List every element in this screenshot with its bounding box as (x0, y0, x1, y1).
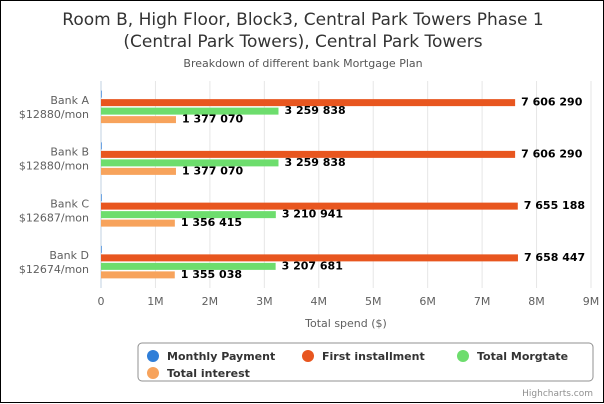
bar-value-label: 1 356 415 (181, 216, 242, 229)
bar[interactable] (101, 107, 279, 115)
bar-value-label: 3 210 941 (282, 208, 343, 221)
y-category-sub: $12687/mon (19, 211, 89, 224)
bar-value-label: 3 259 838 (284, 104, 345, 117)
chart-title-line-1: Room B, High Floor, Block3, Central Park… (62, 10, 543, 30)
grid-lines (100, 81, 592, 288)
x-tick-label: 7M (474, 295, 491, 308)
legend-box (137, 342, 594, 382)
x-tick-label: 9M (583, 295, 600, 308)
x-axis-title: Total spend ($) (304, 317, 387, 330)
y-category-sub: $12674/mon (19, 263, 89, 276)
y-category-name: Bank C (50, 197, 89, 210)
chart-subtitle: Breakdown of different bank Mortgage Pla… (183, 57, 422, 70)
bar[interactable] (101, 142, 102, 150)
y-category-sub: $12880/mon (19, 160, 89, 173)
bar-value-label: 3 207 681 (282, 259, 343, 272)
bar-value-label: 7 658 447 (524, 251, 585, 264)
x-tick-label: 1M (147, 295, 164, 308)
credit-link[interactable]: Highcharts.com (522, 389, 593, 399)
legend-item-label[interactable]: First installment (322, 350, 425, 363)
bar-value-label: 3 259 838 (284, 156, 345, 169)
bar-value-label: 1 377 070 (182, 164, 244, 177)
legend-marker[interactable] (147, 350, 159, 362)
bar[interactable] (101, 211, 276, 219)
bar[interactable] (101, 219, 175, 227)
bar-value-label: 1 377 070 (182, 113, 244, 126)
x-tick-label: 2M (202, 295, 219, 308)
x-tick-label: 6M (419, 295, 436, 308)
bar[interactable] (101, 90, 102, 98)
bar[interactable] (101, 159, 279, 167)
legend-marker[interactable] (302, 350, 314, 362)
legend-item-label[interactable]: Total interest (167, 367, 250, 380)
bars (101, 90, 518, 279)
legend-item-label[interactable]: Total Morgtate (477, 350, 568, 363)
bar-value-label: 7 655 188 (524, 199, 585, 212)
bar[interactable] (101, 245, 102, 253)
bar[interactable] (101, 194, 102, 202)
x-tick-label: 5M (365, 295, 382, 308)
x-tick-label: 8M (528, 295, 545, 308)
x-tick-label: 3M (256, 295, 273, 308)
x-axis-ticks: 0 1M 2M 3M 4M 5M 6M 7M 8M 9M (98, 295, 600, 308)
y-category-name: Bank B (50, 146, 89, 159)
legend: Monthly Payment First installment Total Mo… (147, 350, 568, 380)
x-tick-label: 0 (98, 295, 105, 308)
y-category-name: Bank D (49, 249, 89, 262)
bar[interactable] (101, 99, 516, 107)
legend-marker[interactable] (147, 367, 159, 379)
bar-value-label: 7 606 290 (521, 96, 583, 109)
y-category-sub: $12880/mon (19, 108, 89, 121)
legend-item-label[interactable]: Monthly Payment (167, 350, 275, 363)
bar[interactable] (101, 116, 176, 124)
chart-title-line-2: (Central Park Towers), Central Park Towe… (123, 32, 482, 52)
bar[interactable] (101, 150, 516, 158)
bar[interactable] (101, 202, 518, 210)
bar[interactable] (101, 262, 276, 270)
bar-value-label: 7 606 290 (521, 147, 583, 160)
bar-value-label: 1 355 038 (181, 268, 242, 281)
bar[interactable] (101, 167, 176, 175)
x-tick-label: 4M (311, 295, 328, 308)
bar[interactable] (101, 254, 518, 262)
y-category-name: Bank A (50, 94, 89, 107)
legend-marker[interactable] (457, 350, 469, 362)
bar[interactable] (101, 271, 175, 279)
data-labels: 7 606 290 3 259 838 1 377 070 7 606 290 3 25… (181, 96, 585, 281)
